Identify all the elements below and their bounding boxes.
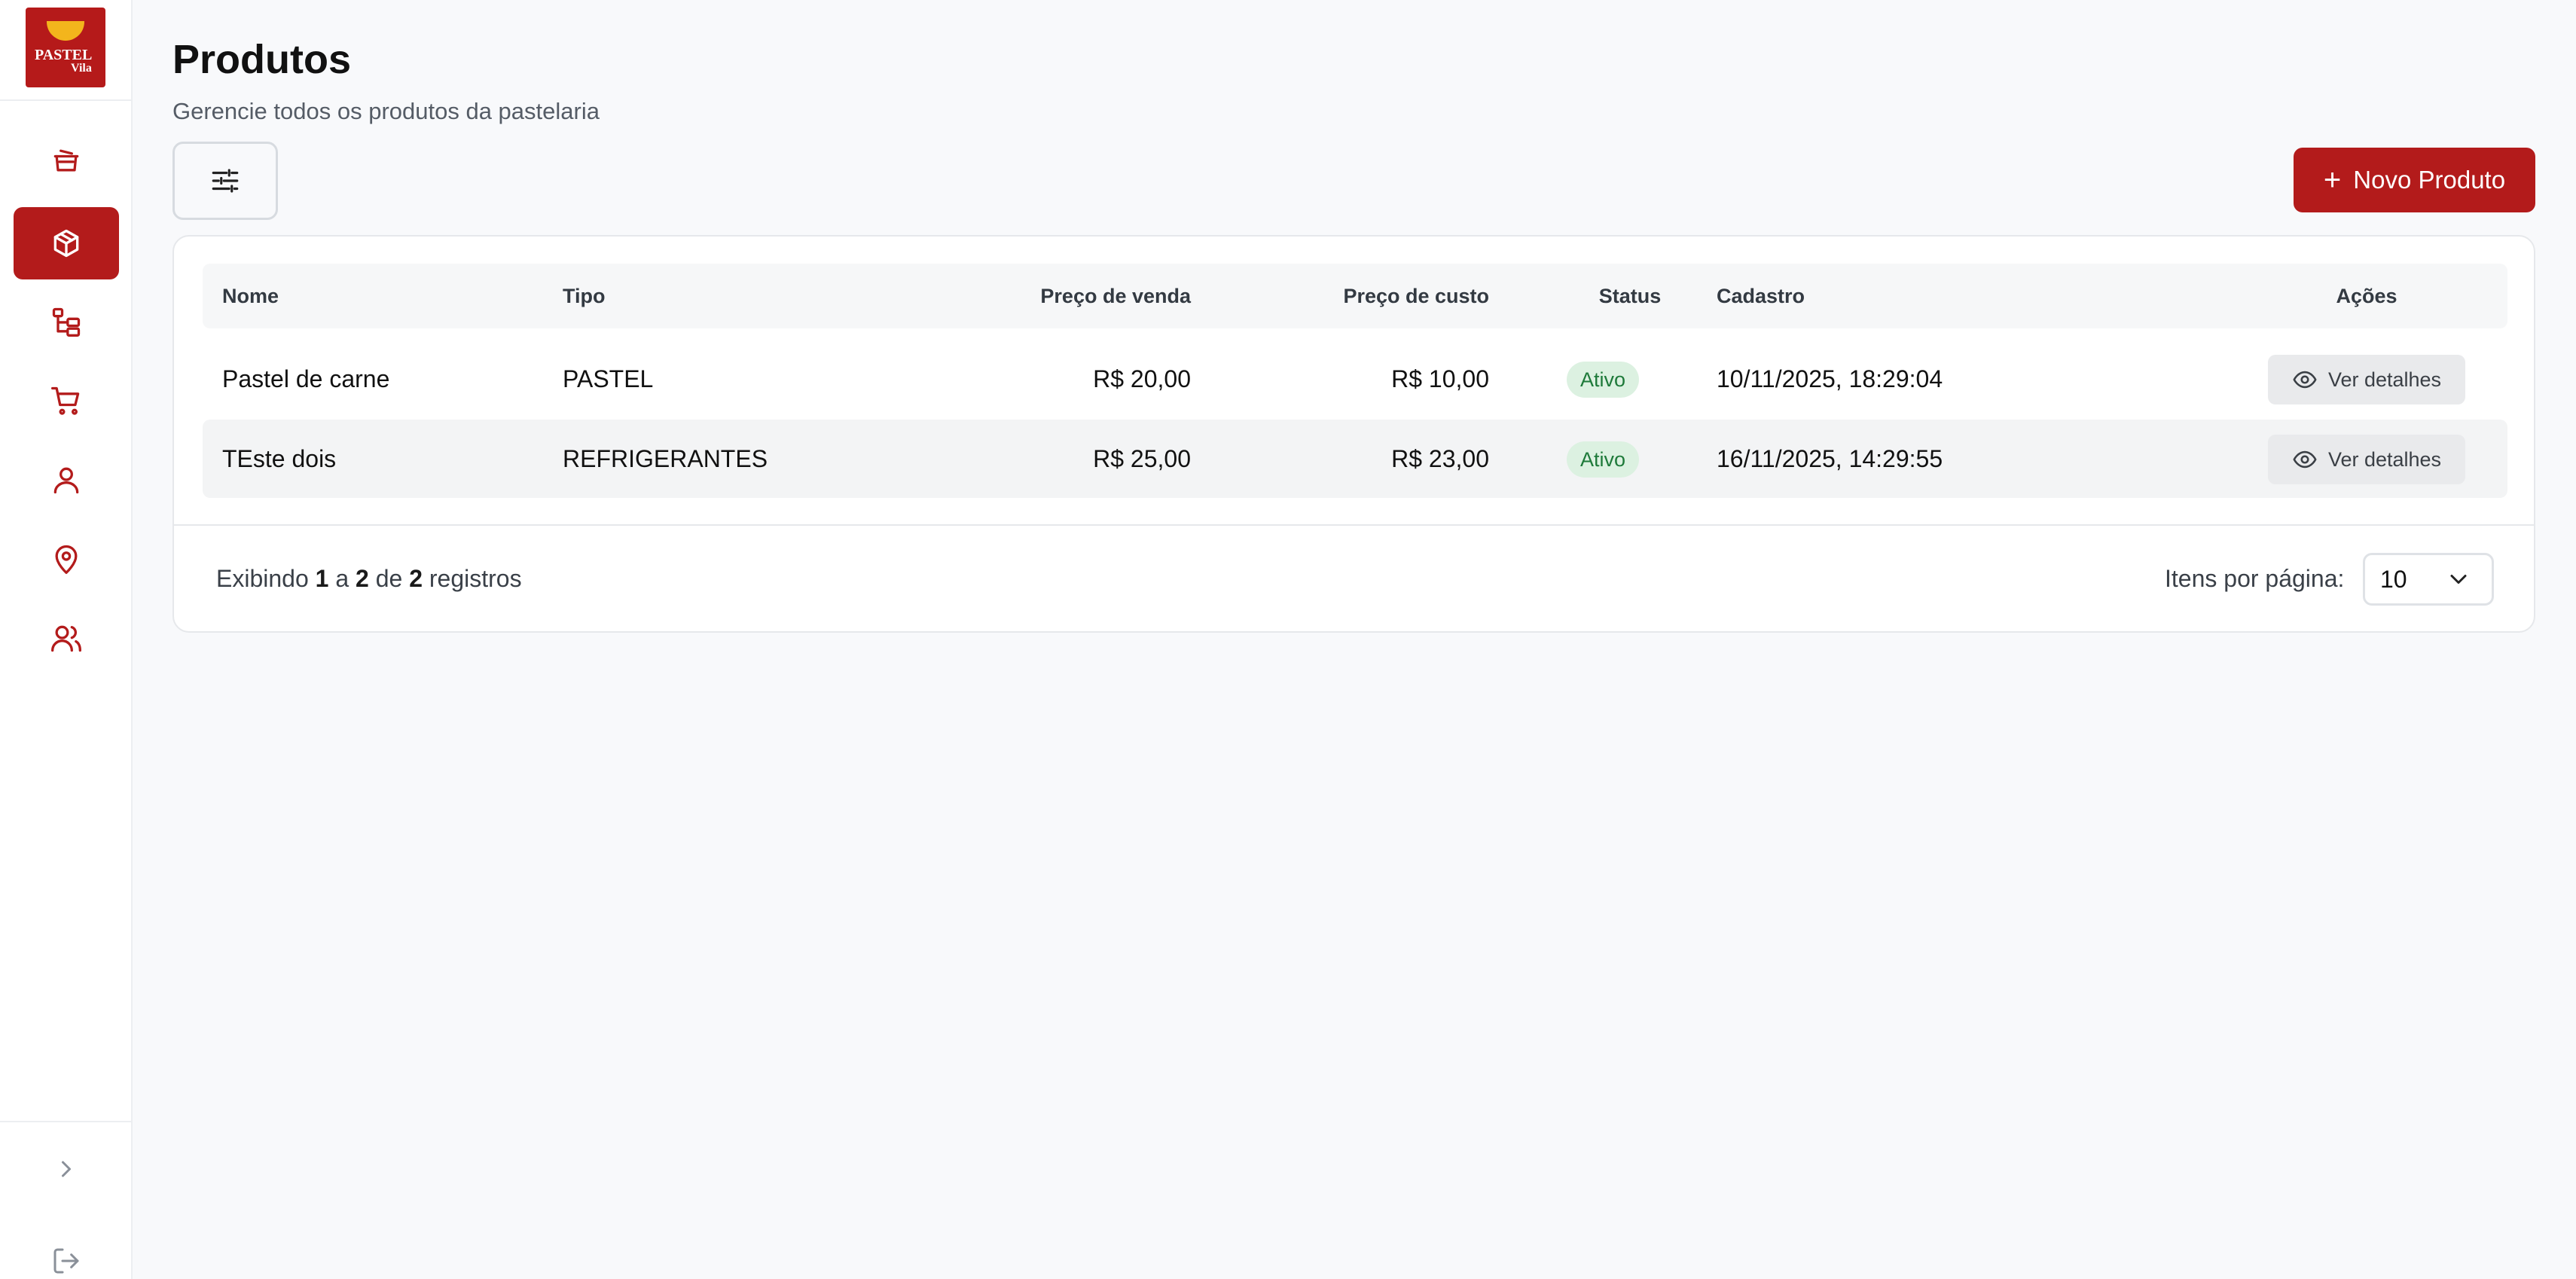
table-row[interactable]: Pastel de carne PASTEL R$ 20,00 R$ 10,00… (203, 340, 2507, 418)
column-header-cadastro[interactable]: Cadastro (1717, 285, 1805, 307)
products-table-card: Nome Tipo Preço de venda Preço de custo … (172, 235, 2535, 633)
expand-sidebar-button[interactable] (47, 1152, 86, 1186)
sidebar-divider (0, 1121, 133, 1122)
per-page-label: Itens por página: (2165, 565, 2345, 592)
eye-icon (2293, 450, 2317, 469)
brand-logo[interactable]: PASTEL Vila (26, 8, 105, 87)
box-icon (53, 229, 79, 258)
cell-cadastro: 16/11/2025, 14:29:55 (1717, 445, 1943, 472)
sidebar-item-customers[interactable] (14, 444, 119, 516)
per-page-value: 10 (2380, 566, 2407, 593)
cart-icon (51, 386, 80, 415)
chevron-down-icon (2450, 575, 2467, 584)
pagination-total: 2 (409, 565, 423, 592)
cell-preco-custo: R$ 23,00 (1391, 445, 1489, 472)
sidebar-item-orders[interactable] (14, 124, 119, 197)
filter-button[interactable] (172, 142, 278, 220)
view-details-button[interactable]: Ver detalhes (2268, 435, 2465, 484)
chevron-right-icon (62, 1161, 71, 1177)
view-details-label: Ver detalhes (2327, 368, 2442, 391)
column-header-preco-custo[interactable]: Preço de custo (1343, 285, 1489, 307)
logout-button[interactable] (47, 1244, 86, 1277)
logo-text: PASTEL (35, 47, 93, 63)
pot-icon (53, 149, 79, 172)
column-header-status[interactable]: Status (1598, 285, 1662, 307)
cell-nome: TEste dois (222, 445, 337, 472)
cell-tipo: PASTEL (563, 365, 654, 392)
sliders-icon (212, 169, 239, 193)
new-product-label: Novo Produto (2353, 166, 2506, 194)
page-title: Produtos (172, 37, 351, 82)
sidebar-item-locations[interactable] (14, 523, 119, 595)
sidebar: PASTEL Vila (0, 0, 133, 1279)
per-page-select[interactable]: 10 (2363, 553, 2494, 606)
column-header-tipo[interactable]: Tipo (563, 285, 606, 307)
status-badge: Ativo (1567, 441, 1640, 478)
column-header-nome[interactable]: Nome (222, 285, 279, 307)
view-details-button[interactable]: Ver detalhes (2268, 355, 2465, 404)
category-tree-icon (52, 307, 81, 337)
logo-area: PASTEL Vila (0, 0, 131, 101)
sidebar-item-sales[interactable] (14, 365, 119, 437)
view-details-label: Ver detalhes (2327, 447, 2442, 471)
map-pin-icon (55, 545, 78, 574)
table-footer-divider (174, 524, 2534, 526)
sidebar-item-categories[interactable] (14, 285, 119, 358)
column-header-preco-venda[interactable]: Preço de venda (1040, 285, 1191, 307)
cell-cadastro: 10/11/2025, 18:29:04 (1717, 365, 1943, 392)
cell-preco-venda: R$ 20,00 (1093, 365, 1191, 392)
eye-icon (2293, 371, 2317, 389)
cell-nome: Pastel de carne (222, 365, 390, 392)
sidebar-item-users[interactable] (14, 602, 119, 674)
status-badge: Ativo (1567, 362, 1640, 398)
page-subtitle: Gerencie todos os produtos da pastelaria (172, 98, 600, 124)
pagination-to-word: a (335, 565, 349, 592)
plus-icon: + (2323, 163, 2342, 197)
cell-tipo: REFRIGERANTES (563, 445, 768, 472)
cell-preco-custo: R$ 10,00 (1391, 365, 1489, 392)
users-icon (51, 625, 81, 652)
table-header: Nome Tipo Preço de venda Preço de custo … (203, 264, 2507, 328)
pagination-suffix: registros (429, 565, 522, 592)
pagination-prefix: Exibindo (216, 565, 309, 592)
pagination-summary: Exibindo 1 a 2 de 2 registros (216, 565, 522, 593)
logo-sun-icon (47, 21, 84, 41)
pagination-to: 2 (356, 565, 369, 592)
logo-subtext: Vila (71, 62, 92, 75)
sidebar-item-products[interactable] (14, 207, 119, 279)
cell-preco-venda: R$ 25,00 (1093, 445, 1191, 472)
logout-icon (53, 1248, 79, 1274)
pagination-of-word: de (375, 565, 403, 592)
column-header-acoes: Ações (2336, 285, 2397, 307)
new-product-button[interactable]: + Novo Produto (2294, 148, 2535, 212)
pagination-from: 1 (315, 565, 329, 592)
user-icon (53, 467, 79, 494)
table-row[interactable]: TEste dois REFRIGERANTES R$ 25,00 R$ 23,… (203, 420, 2507, 498)
